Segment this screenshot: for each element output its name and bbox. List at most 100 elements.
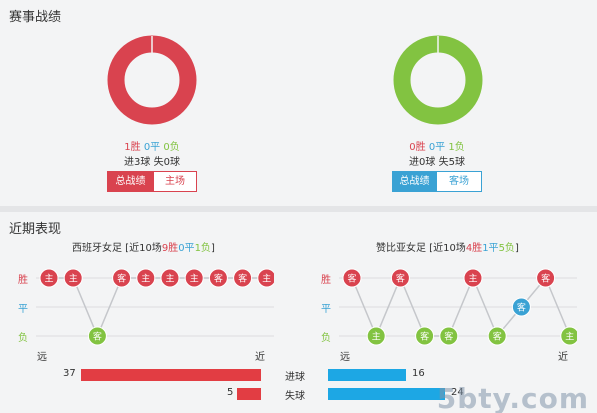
right-conceded-bar — [328, 388, 445, 400]
left-conceded-bar — [237, 388, 261, 400]
right-losses: 1负 — [448, 142, 465, 153]
left-game-node[interactable]: 主 — [136, 268, 156, 288]
right-summary-wins: 4胜 — [465, 243, 483, 254]
right-axis-draw: 平 — [321, 304, 331, 315]
right-wdl: 0胜 0平 1负 — [387, 138, 487, 153]
left-game-venue: 主 — [262, 273, 271, 285]
right-far-label: 远 — [340, 352, 350, 363]
right-record-tabs: 总战绩 客场 — [392, 171, 482, 192]
right-game-venue: 客 — [396, 273, 405, 285]
left-game-venue: 客 — [214, 273, 223, 285]
left-game-marker — [39, 268, 59, 288]
scored-label: 进球 — [285, 372, 305, 383]
right-game-node[interactable]: 客 — [511, 297, 531, 317]
right-tab-total[interactable]: 总战绩 — [392, 171, 437, 192]
left-game-node[interactable]: 客 — [233, 268, 253, 288]
watermark: 5bty.com — [436, 382, 589, 413]
left-game-node[interactable]: 主 — [63, 268, 83, 288]
left-game-venue: 主 — [190, 273, 199, 285]
left-game-marker — [233, 268, 253, 288]
right-game-marker — [536, 268, 556, 288]
left-scored-value: 37 — [63, 368, 76, 379]
recent-form-panel: 近期表现 西班牙女足 [近10场9胜0平1负] 赞比亚女足 [近10场4胜1平5… — [0, 212, 597, 413]
left-summary-post: ] — [210, 243, 215, 254]
right-game-node[interactable]: 客 — [415, 326, 435, 346]
right-game-node[interactable]: 主 — [463, 268, 483, 288]
right-conceded-value: 24 — [451, 387, 464, 398]
match-record-panel: 赛事战绩 1胜 0平 0负 进3球 失0球 总战绩 主场 0胜 0平 1负 进0… — [0, 0, 597, 206]
left-goals: 进3球 失0球 — [124, 157, 180, 168]
right-game-marker — [342, 268, 362, 288]
right-game-marker — [415, 326, 435, 346]
right-game-marker — [463, 268, 483, 288]
right-game-venue: 客 — [420, 331, 429, 343]
right-summary-losses: 5负 — [498, 243, 515, 254]
right-team-title: 赞比亚女足 [近10场4胜1平5负] — [376, 239, 519, 254]
left-axis-draw: 平 — [18, 304, 28, 315]
left-form-chart: 主主客客主主主客客主 — [36, 268, 274, 346]
right-summary-draws: 1平 — [482, 243, 499, 254]
left-wdl: 1胜 0平 0负 — [102, 138, 202, 153]
right-game-venue: 客 — [493, 331, 502, 343]
left-game-node[interactable]: 主 — [184, 268, 204, 288]
right-game-venue: 客 — [347, 273, 356, 285]
right-game-venue: 主 — [565, 331, 574, 343]
left-summary-pre: [近10场 — [122, 243, 162, 254]
right-record-donut — [393, 35, 483, 125]
right-summary-pre: [近10场 — [426, 243, 466, 254]
section-title-record: 赛事战绩 — [9, 10, 62, 25]
right-game-marker — [366, 326, 386, 346]
left-game-marker — [160, 268, 180, 288]
right-summary-post: ] — [514, 243, 519, 254]
left-game-marker — [87, 326, 107, 346]
left-conceded-value: 5 — [227, 387, 234, 398]
left-game-marker — [208, 268, 228, 288]
left-summary-draws: 0平 — [178, 243, 195, 254]
left-losses: 0负 — [163, 142, 180, 153]
left-game-venue: 客 — [238, 273, 247, 285]
left-record-donut — [107, 35, 197, 125]
right-game-node[interactable]: 客 — [487, 326, 507, 346]
left-game-venue: 主 — [141, 273, 150, 285]
right-wins: 0胜 — [409, 142, 426, 153]
left-game-node[interactable]: 客 — [112, 268, 132, 288]
right-draws: 0平 — [428, 142, 446, 153]
left-draws: 0平 — [143, 142, 161, 153]
left-game-node[interactable]: 客 — [87, 326, 107, 346]
left-wins: 1胜 — [124, 142, 141, 153]
left-game-node[interactable]: 客 — [208, 268, 228, 288]
left-near-label: 近 — [255, 352, 265, 363]
left-game-node[interactable]: 主 — [39, 268, 59, 288]
right-game-venue: 主 — [372, 331, 381, 343]
right-tab-away[interactable]: 客场 — [437, 171, 482, 192]
right-axis-win: 胜 — [321, 275, 331, 286]
right-game-marker — [390, 268, 410, 288]
left-game-venue: 客 — [117, 273, 126, 285]
left-game-node[interactable]: 主 — [257, 268, 274, 288]
right-game-venue: 客 — [541, 273, 550, 285]
conceded-label: 失球 — [285, 391, 305, 402]
right-game-node[interactable]: 主 — [560, 326, 577, 346]
right-game-venue: 客 — [517, 302, 526, 314]
left-game-venue: 主 — [69, 273, 78, 285]
left-tab-home[interactable]: 主场 — [154, 171, 197, 192]
right-game-node[interactable]: 客 — [536, 268, 556, 288]
right-game-node[interactable]: 主 — [366, 326, 386, 346]
right-game-node[interactable]: 客 — [342, 268, 362, 288]
right-game-node[interactable]: 客 — [439, 326, 459, 346]
left-game-marker — [112, 268, 132, 288]
right-scored-bar — [328, 369, 406, 381]
left-axis-loss: 负 — [18, 333, 28, 344]
left-form-line — [49, 277, 267, 338]
left-game-node[interactable]: 主 — [160, 268, 180, 288]
left-game-venue: 客 — [93, 331, 102, 343]
left-far-label: 远 — [37, 352, 47, 363]
right-goals: 进0球 失5球 — [409, 157, 465, 168]
left-record-tabs: 总战绩 主场 — [107, 171, 197, 192]
right-game-node[interactable]: 客 — [390, 268, 410, 288]
left-summary-wins: 9胜 — [161, 243, 179, 254]
left-tab-total[interactable]: 总战绩 — [107, 171, 154, 192]
section-title-recent: 近期表现 — [9, 222, 62, 237]
right-game-marker — [487, 326, 507, 346]
